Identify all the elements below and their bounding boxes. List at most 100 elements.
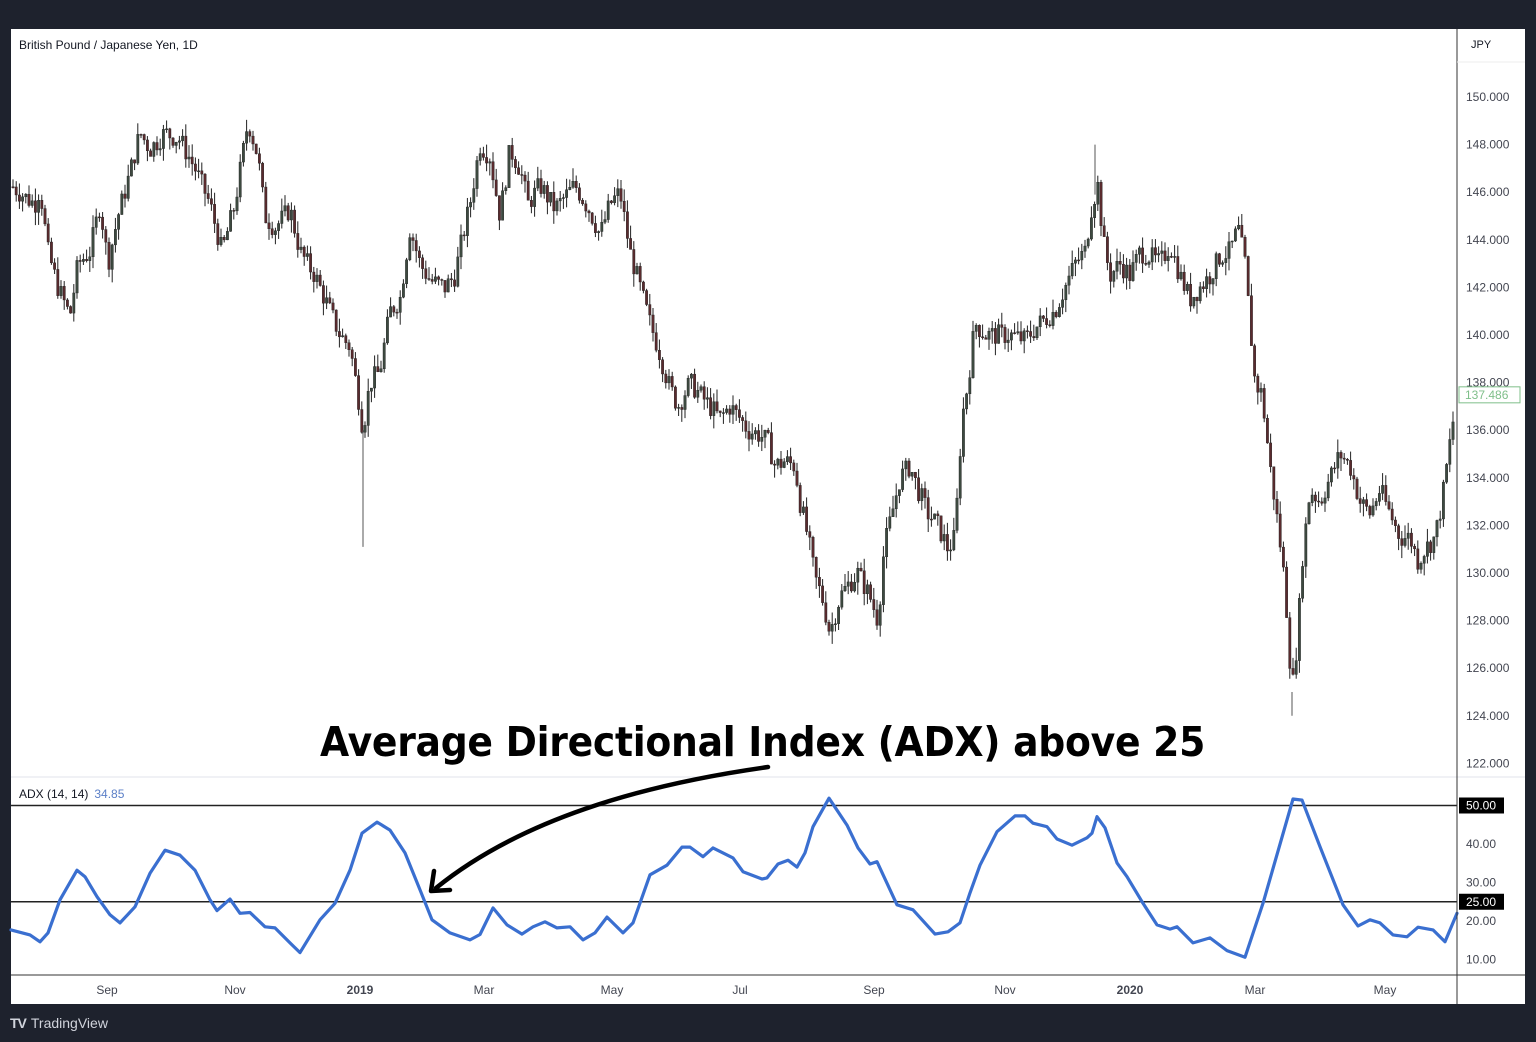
- candle[interactable]: [504, 185, 508, 195]
- candle[interactable]: [926, 489, 930, 533]
- candle[interactable]: [734, 403, 738, 421]
- candle[interactable]: [597, 230, 601, 241]
- candle[interactable]: [434, 267, 437, 285]
- candle[interactable]: [222, 235, 226, 243]
- candle[interactable]: [133, 159, 136, 171]
- candle[interactable]: [274, 227, 277, 245]
- candle[interactable]: [1246, 255, 1250, 297]
- candle[interactable]: [171, 137, 175, 148]
- candle[interactable]: [962, 397, 965, 463]
- candle[interactable]: [837, 605, 841, 631]
- candle[interactable]: [507, 145, 511, 188]
- candle[interactable]: [818, 567, 821, 598]
- candle[interactable]: [1115, 248, 1119, 280]
- candle[interactable]: [856, 561, 860, 595]
- candle[interactable]: [558, 190, 562, 212]
- candle[interactable]: [1141, 237, 1145, 273]
- candle[interactable]: [878, 601, 882, 637]
- candle[interactable]: [1057, 303, 1061, 318]
- candle[interactable]: [606, 193, 610, 223]
- candle[interactable]: [750, 423, 754, 445]
- candle[interactable]: [1134, 249, 1138, 271]
- candle[interactable]: [427, 267, 431, 281]
- candle[interactable]: [1157, 246, 1161, 263]
- candle[interactable]: [875, 599, 879, 630]
- adx-pane[interactable]: [9, 796, 1459, 959]
- candle[interactable]: [203, 173, 207, 207]
- candle[interactable]: [578, 183, 581, 204]
- candle[interactable]: [421, 254, 424, 279]
- candle[interactable]: [1352, 468, 1356, 490]
- candle[interactable]: [904, 457, 908, 481]
- candle[interactable]: [94, 208, 98, 235]
- candle[interactable]: [50, 237, 53, 265]
- candle[interactable]: [888, 506, 892, 532]
- candle[interactable]: [498, 195, 501, 231]
- candle[interactable]: [1029, 320, 1033, 343]
- candle[interactable]: [1144, 254, 1148, 266]
- candle[interactable]: [85, 249, 89, 263]
- candle[interactable]: [1345, 458, 1349, 465]
- candle[interactable]: [1224, 246, 1228, 276]
- candle[interactable]: [667, 369, 671, 390]
- candle[interactable]: [1153, 239, 1157, 263]
- candle[interactable]: [491, 152, 495, 189]
- candle[interactable]: [571, 168, 575, 189]
- candle[interactable]: [357, 369, 360, 416]
- candle[interactable]: [1233, 226, 1237, 242]
- candle[interactable]: [1429, 539, 1433, 561]
- candle[interactable]: [1409, 528, 1413, 554]
- candle[interactable]: [1061, 288, 1065, 315]
- candle[interactable]: [690, 373, 693, 389]
- candle[interactable]: [440, 278, 444, 286]
- candle[interactable]: [453, 269, 456, 292]
- candle[interactable]: [574, 175, 578, 193]
- candle[interactable]: [542, 180, 546, 199]
- candle[interactable]: [402, 279, 405, 299]
- candle[interactable]: [53, 258, 57, 275]
- candle[interactable]: [674, 385, 677, 411]
- candle[interactable]: [1128, 259, 1132, 290]
- candle[interactable]: [824, 591, 828, 626]
- candle[interactable]: [1131, 250, 1135, 282]
- candle[interactable]: [830, 612, 834, 644]
- candle[interactable]: [1374, 498, 1378, 511]
- candle[interactable]: [939, 515, 943, 544]
- candle[interactable]: [1403, 525, 1407, 548]
- candle[interactable]: [1256, 373, 1260, 405]
- candle[interactable]: [744, 411, 748, 439]
- candle[interactable]: [152, 141, 156, 162]
- candle[interactable]: [869, 581, 873, 603]
- candle[interactable]: [46, 218, 50, 246]
- candle[interactable]: [1361, 496, 1365, 517]
- candle[interactable]: [1198, 281, 1202, 304]
- candle[interactable]: [379, 360, 383, 373]
- candle[interactable]: [1371, 498, 1375, 517]
- candle[interactable]: [1051, 299, 1055, 330]
- candle[interactable]: [1441, 479, 1445, 527]
- candle[interactable]: [728, 405, 732, 423]
- candle[interactable]: [158, 138, 162, 156]
- candle[interactable]: [165, 120, 168, 133]
- candle[interactable]: [145, 136, 149, 162]
- candle[interactable]: [293, 205, 296, 238]
- adx-line[interactable]: [9, 796, 1459, 959]
- candle[interactable]: [1077, 247, 1081, 265]
- candle[interactable]: [949, 539, 953, 561]
- candle[interactable]: [1137, 245, 1141, 264]
- candle[interactable]: [1387, 495, 1391, 511]
- candle[interactable]: [184, 124, 188, 168]
- candle[interactable]: [1422, 554, 1426, 576]
- candle[interactable]: [446, 274, 450, 293]
- candle[interactable]: [462, 230, 466, 241]
- candle[interactable]: [1377, 485, 1381, 506]
- candle[interactable]: [325, 285, 328, 310]
- candle[interactable]: [177, 135, 181, 150]
- candle[interactable]: [990, 321, 994, 344]
- candle[interactable]: [1384, 475, 1388, 506]
- candle[interactable]: [645, 288, 649, 307]
- candle[interactable]: [27, 185, 31, 208]
- candle[interactable]: [1448, 428, 1452, 473]
- candle[interactable]: [722, 408, 725, 424]
